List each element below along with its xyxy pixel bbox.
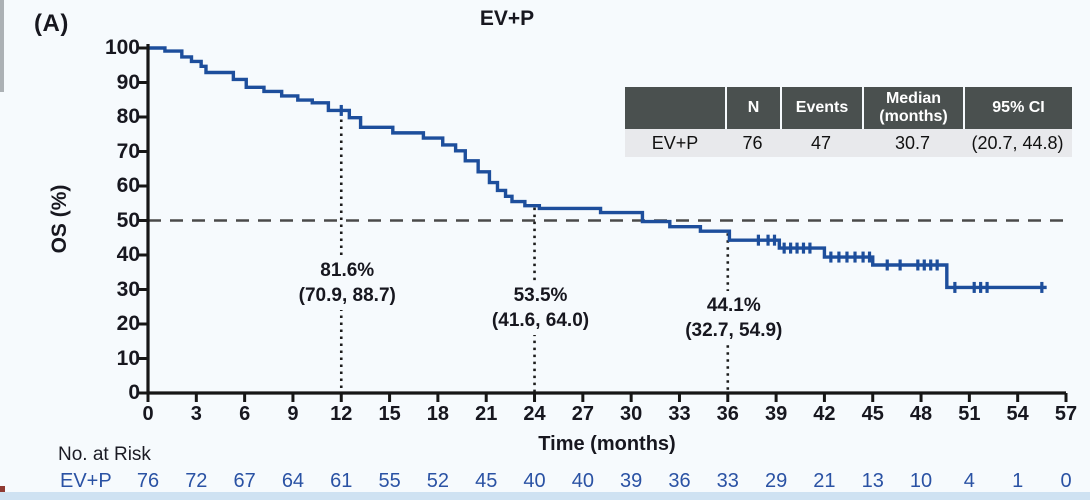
y-tick-label: 30: [116, 277, 140, 301]
risk-count: 13: [861, 470, 884, 492]
x-tick-label: 57: [1054, 403, 1078, 425]
summary-table-data-row: EV+P 76 47 30.7 (20.7, 44.8): [625, 129, 1072, 157]
summary-table-header-row: N Events Median (months) 95% CI: [625, 87, 1072, 129]
x-tick-label: 12: [330, 403, 353, 425]
y-axis-title: OS (%): [48, 184, 71, 254]
y-tick-label: 70: [116, 139, 140, 163]
y-tick-label: 0: [128, 381, 140, 404]
summary-header-cell: N: [725, 87, 780, 129]
milestone-ci: (41.6, 64.0): [491, 310, 590, 331]
x-tick-label: 15: [378, 403, 401, 425]
x-tick-label: 6: [239, 403, 251, 425]
milestone-value: 53.5%: [513, 285, 568, 306]
x-axis-title: Time (months): [538, 433, 676, 455]
summary-data-cell: (20.7, 44.8): [971, 132, 1064, 153]
risk-row-label: EV+P: [60, 470, 112, 492]
x-tick-label: 27: [571, 403, 594, 425]
x-tick-label: 51: [958, 403, 981, 425]
summary-data-cell: EV+P: [651, 132, 699, 153]
milestone-annotation: 81.6% (70.9, 88.7): [290, 256, 404, 310]
summary-header-cell: [625, 87, 725, 129]
scan-artifact-left-edge: [0, 0, 4, 92]
y-tick-label: 40: [116, 243, 140, 266]
risk-count: 45: [475, 470, 498, 492]
milestone-ci: (32.7, 54.9): [685, 320, 783, 341]
risk-count: 40: [571, 470, 594, 492]
summary-data-cell: 30.7: [894, 132, 931, 153]
y-tick-label: 60: [116, 174, 140, 197]
chart-title: EV+P: [479, 7, 535, 30]
summary-header-cell: Median (months): [862, 87, 963, 129]
y-tick-label: 90: [116, 70, 140, 94]
x-tick-label: 36: [716, 403, 739, 425]
panel-label: (A): [34, 10, 69, 37]
x-tick-label: 18: [426, 403, 450, 425]
risk-count: 76: [136, 470, 160, 492]
risk-count: 52: [426, 470, 450, 492]
x-tick-label: 3: [190, 403, 202, 425]
risk-table-title: No. at Risk: [58, 444, 151, 465]
summary-header-cell: Events: [780, 87, 862, 129]
y-tick-label: 100: [104, 36, 140, 59]
x-tick-label: 42: [813, 403, 836, 425]
risk-count: 4: [963, 470, 975, 492]
risk-count: 21: [813, 470, 836, 492]
y-tick-label: 10: [116, 346, 140, 370]
x-tick-label: 45: [861, 403, 884, 425]
y-tick-label: 50: [116, 208, 140, 232]
risk-count: 10: [909, 470, 933, 492]
x-tick-label: 24: [523, 403, 546, 425]
risk-count: 72: [185, 470, 208, 492]
risk-count: 40: [523, 470, 546, 492]
milestone-value: 44.1%: [706, 295, 761, 316]
x-tick-label: 30: [620, 403, 643, 425]
risk-count: 36: [668, 470, 691, 492]
risk-count: 64: [281, 470, 305, 492]
y-tick-label: 80: [116, 105, 140, 128]
summary-data-cell: 76: [742, 132, 763, 153]
summary-data-cell: 47: [810, 132, 832, 153]
risk-count: 29: [764, 470, 788, 492]
km-survival-curve: [148, 46, 1047, 290]
milestone-annotation: 53.5% (41.6, 64.0): [483, 281, 598, 335]
milestone-ci: (70.9, 88.7): [298, 285, 396, 306]
x-tick-label: 0: [142, 403, 154, 425]
scan-artifact-bottom-strip: [0, 492, 1090, 500]
x-tick-label: 9: [287, 403, 299, 425]
risk-count: 55: [378, 470, 401, 492]
risk-count: 39: [620, 470, 643, 492]
milestone-annotation: 44.1% (32.7, 54.9): [677, 291, 791, 345]
risk-count: 67: [233, 470, 256, 492]
summary-table: N Events Median (months) 95% CI EV+P 76 47 30.…: [625, 87, 1072, 157]
risk-count: 1: [1012, 470, 1024, 492]
risk-count: 0: [1060, 470, 1072, 492]
risk-count: 33: [716, 470, 739, 492]
x-tick-label: 21: [475, 403, 498, 425]
x-tick-label: 48: [909, 403, 933, 425]
summary-header-cell: 95% CI: [963, 87, 1072, 129]
x-tick-label: 54: [1006, 403, 1029, 425]
y-tick-label: 20: [116, 312, 140, 335]
risk-count: 61: [330, 470, 353, 492]
x-tick-label: 39: [764, 403, 788, 425]
milestone-value: 81.6%: [320, 260, 375, 281]
scan-artifact-corner: [0, 486, 5, 496]
x-tick-label: 33: [668, 403, 691, 425]
